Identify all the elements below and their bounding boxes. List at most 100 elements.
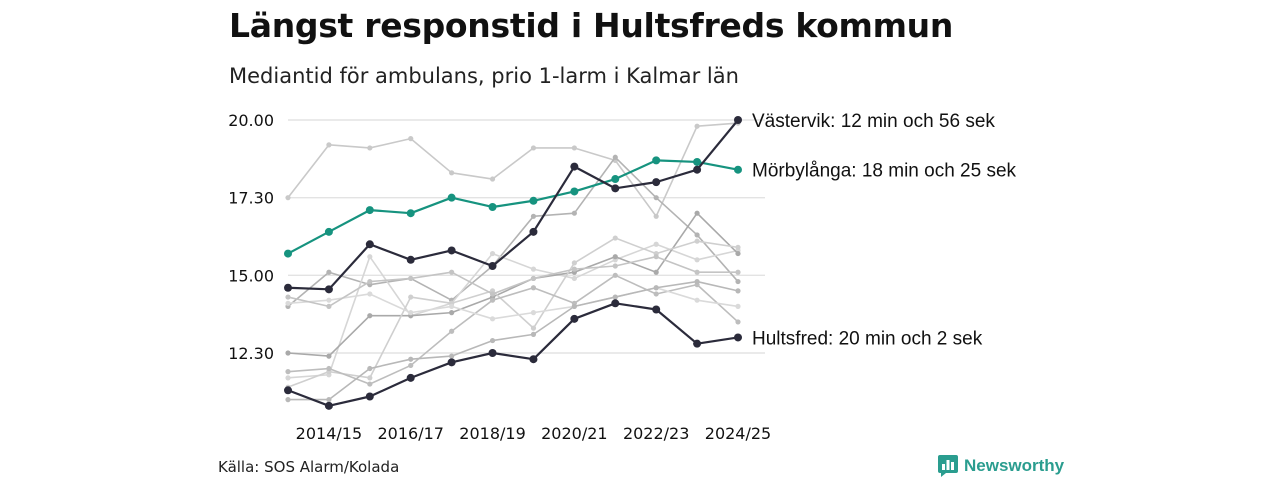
data-point bbox=[653, 241, 659, 247]
x-tick-label: 2020/21 bbox=[541, 424, 607, 443]
data-point-mörbylånga bbox=[447, 193, 456, 202]
data-point bbox=[530, 310, 537, 316]
data-point bbox=[449, 310, 455, 316]
data-point bbox=[571, 145, 577, 151]
data-point-mörbylånga bbox=[734, 165, 742, 174]
data-point-västervik bbox=[488, 262, 497, 271]
data-point-hultsfred bbox=[734, 333, 742, 342]
y-tick-label: 17.30 bbox=[228, 189, 274, 208]
data-point bbox=[285, 397, 291, 403]
data-point bbox=[735, 319, 741, 325]
data-point bbox=[694, 269, 700, 275]
data-point-mörbylånga bbox=[611, 175, 620, 184]
data-point bbox=[326, 269, 332, 275]
data-point bbox=[530, 331, 537, 337]
series-line bbox=[287, 255, 738, 308]
data-point bbox=[489, 297, 496, 303]
data-point-västervik bbox=[406, 255, 415, 264]
x-tick-label: 2016/17 bbox=[377, 424, 443, 443]
series-line bbox=[287, 286, 739, 320]
data-point bbox=[612, 272, 618, 278]
data-point bbox=[694, 297, 700, 303]
series-line-mörbylånga bbox=[287, 159, 739, 255]
data-point-hultsfred bbox=[570, 314, 579, 323]
data-point bbox=[530, 213, 537, 219]
page-subtitle: Mediantid för ambulans, prio 1-larm i Ka… bbox=[229, 64, 739, 88]
data-point-västervik bbox=[693, 165, 702, 174]
data-point bbox=[653, 254, 659, 260]
x-tick-label: 2014/15 bbox=[296, 424, 362, 443]
data-point bbox=[735, 278, 741, 285]
data-point bbox=[612, 263, 618, 269]
series-line-hultsfred bbox=[287, 302, 739, 407]
series-line bbox=[287, 237, 739, 388]
data-point-mörbylånga bbox=[652, 156, 661, 165]
data-point bbox=[612, 235, 618, 241]
data-point bbox=[408, 136, 414, 142]
data-point bbox=[489, 316, 496, 322]
series-line bbox=[288, 280, 739, 401]
x-tick-label: 2024/25 bbox=[705, 424, 771, 443]
data-point bbox=[408, 294, 414, 300]
data-point-hultsfred bbox=[529, 355, 538, 364]
end-label-mörbylånga: Mörbylånga: 18 min och 25 sek bbox=[752, 161, 1017, 182]
x-axis-ticks: 2014/15 2016/17 2018/19 2020/21 2022/23 2024/… bbox=[296, 424, 772, 443]
data-point bbox=[653, 291, 659, 297]
data-point-hultsfred bbox=[406, 373, 415, 382]
data-point bbox=[653, 285, 659, 291]
data-point-hultsfred bbox=[365, 392, 374, 401]
data-point bbox=[612, 294, 618, 300]
end-label-västervik: Västervik: 12 min och 56 sek bbox=[752, 111, 995, 132]
data-point-hultsfred bbox=[652, 305, 661, 314]
data-point bbox=[694, 123, 700, 129]
data-point-mörbylånga bbox=[324, 227, 333, 236]
data-point bbox=[326, 397, 332, 403]
data-point bbox=[367, 278, 373, 285]
data-point bbox=[285, 369, 291, 375]
data-point bbox=[530, 145, 537, 151]
x-tick-label: 2022/23 bbox=[623, 424, 689, 443]
data-point bbox=[285, 300, 291, 306]
data-point bbox=[530, 285, 537, 291]
data-point-västervik bbox=[284, 283, 292, 292]
y-tick-label: 15.00 bbox=[228, 266, 274, 285]
data-point bbox=[530, 275, 537, 282]
data-point-hultsfred bbox=[611, 299, 620, 308]
data-point bbox=[612, 254, 618, 260]
newsworthy-chart-icon bbox=[938, 455, 958, 477]
data-point-västervik bbox=[365, 240, 374, 249]
data-point bbox=[489, 176, 496, 182]
source-note: Källa: SOS Alarm/Kolada bbox=[218, 458, 400, 476]
data-point bbox=[449, 303, 455, 309]
data-point-västervik bbox=[570, 162, 579, 171]
grid-lines bbox=[288, 119, 765, 354]
data-point bbox=[735, 244, 741, 250]
end-label-hultsfred: Hultsfred: 20 min och 2 sek bbox=[752, 328, 983, 349]
data-point bbox=[489, 337, 496, 344]
data-point bbox=[653, 213, 659, 219]
data-point-västervik bbox=[734, 116, 742, 124]
data-point bbox=[449, 328, 455, 334]
data-point bbox=[694, 257, 700, 263]
data-point bbox=[367, 145, 373, 151]
data-point bbox=[326, 142, 332, 148]
data-point-mörbylånga bbox=[365, 206, 374, 215]
data-point bbox=[285, 294, 291, 300]
data-point-västervik bbox=[611, 184, 620, 193]
data-point bbox=[326, 365, 332, 372]
data-point bbox=[449, 353, 455, 359]
data-point bbox=[530, 325, 537, 331]
data-point-hultsfred bbox=[447, 358, 456, 367]
data-point bbox=[326, 297, 332, 303]
page-title: Längst responstid i Hultsfreds kommun bbox=[229, 6, 954, 45]
y-tick-label: 20.00 bbox=[228, 111, 274, 130]
data-point bbox=[653, 269, 659, 275]
data-point-västervik bbox=[324, 285, 333, 294]
data-point-mörbylånga bbox=[406, 209, 415, 218]
end-labels: Hultsfred: 20 min och 2 sek Mörbylånga: 1… bbox=[752, 111, 1017, 349]
data-point bbox=[571, 275, 577, 282]
data-point bbox=[367, 375, 373, 381]
data-point bbox=[653, 195, 659, 201]
background-series bbox=[285, 120, 741, 403]
